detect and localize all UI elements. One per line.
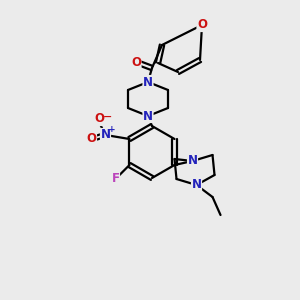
Text: N: N: [143, 110, 153, 122]
Text: O: O: [131, 56, 141, 68]
Text: F: F: [112, 172, 119, 185]
Text: O: O: [94, 112, 104, 125]
Text: O: O: [86, 133, 97, 146]
Text: −: −: [103, 112, 112, 122]
Text: N: N: [188, 154, 197, 167]
Text: N: N: [143, 76, 153, 88]
Text: O: O: [197, 19, 207, 32]
Text: +: +: [108, 124, 115, 134]
Text: N: N: [100, 128, 110, 142]
Text: N: N: [191, 178, 202, 191]
